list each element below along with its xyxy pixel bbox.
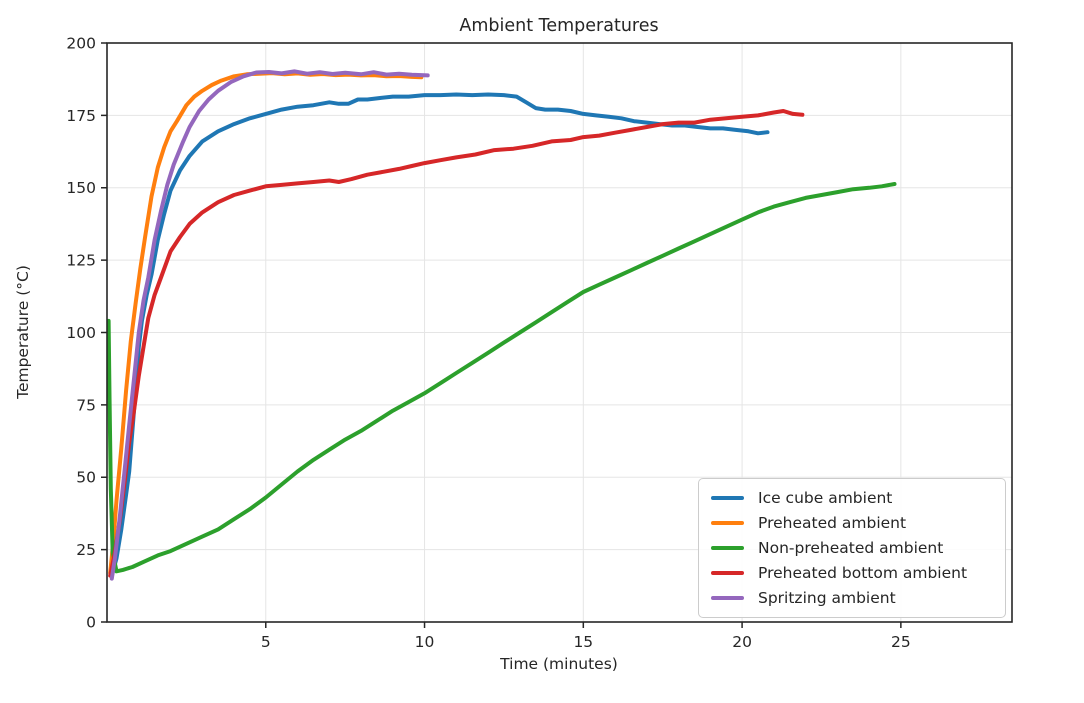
x-tick-label: 15	[573, 633, 593, 651]
series-line-ice-cube-ambient	[109, 92, 770, 578]
legend: Ice cube ambient Preheated ambient Non-pre…	[698, 478, 1006, 618]
legend-label: Preheated ambient	[758, 514, 907, 533]
legend-label: Preheated bottom ambient	[758, 563, 968, 582]
legend-swatch-icon	[711, 595, 744, 600]
legend-swatch-icon	[711, 496, 744, 501]
y-tick-label: 75	[76, 396, 96, 414]
legend-item: Preheated bottom ambient	[711, 560, 993, 585]
y-tick-label: 200	[66, 34, 96, 52]
tick-layer: 5 10 15 20 25 0 25 50 75 100 125 150 175 200	[66, 34, 910, 651]
x-tick-label: 5	[261, 633, 271, 651]
y-tick-label: 100	[66, 324, 96, 342]
y-axis-label: Temperature (°C)	[14, 265, 32, 400]
legend-item: Non-preheated ambient	[711, 536, 993, 561]
x-axis-label: Time (minutes)	[499, 655, 618, 673]
legend-item: Spritzing ambient	[711, 585, 993, 610]
chart-title: Ambient Temperatures	[459, 16, 658, 36]
y-tick-label: 25	[76, 541, 96, 559]
legend-label: Non-preheated ambient	[758, 538, 944, 557]
legend-swatch-icon	[711, 545, 744, 550]
y-tick-label: 50	[76, 469, 96, 487]
x-tick-label: 25	[891, 633, 911, 651]
series-line-preheated-bottom-ambient	[108, 109, 805, 578]
legend-label: Ice cube ambient	[758, 489, 893, 508]
legend-swatch-icon	[711, 521, 744, 526]
series-layer	[106, 69, 897, 581]
y-tick-label: 125	[66, 252, 96, 270]
legend-item: Preheated ambient	[711, 511, 993, 536]
y-tick-label: 150	[66, 179, 96, 197]
x-tick-label: 20	[732, 633, 752, 651]
y-tick-label: 175	[66, 107, 96, 125]
legend-swatch-icon	[711, 570, 744, 575]
legend-item: Ice cube ambient	[711, 486, 993, 511]
series-line-non-preheated-ambient	[106, 182, 897, 574]
y-tick-label: 0	[86, 613, 96, 631]
x-tick-label: 10	[415, 633, 435, 651]
series-line-spritzing-ambient	[109, 69, 430, 581]
legend-label: Spritzing ambient	[758, 588, 896, 607]
